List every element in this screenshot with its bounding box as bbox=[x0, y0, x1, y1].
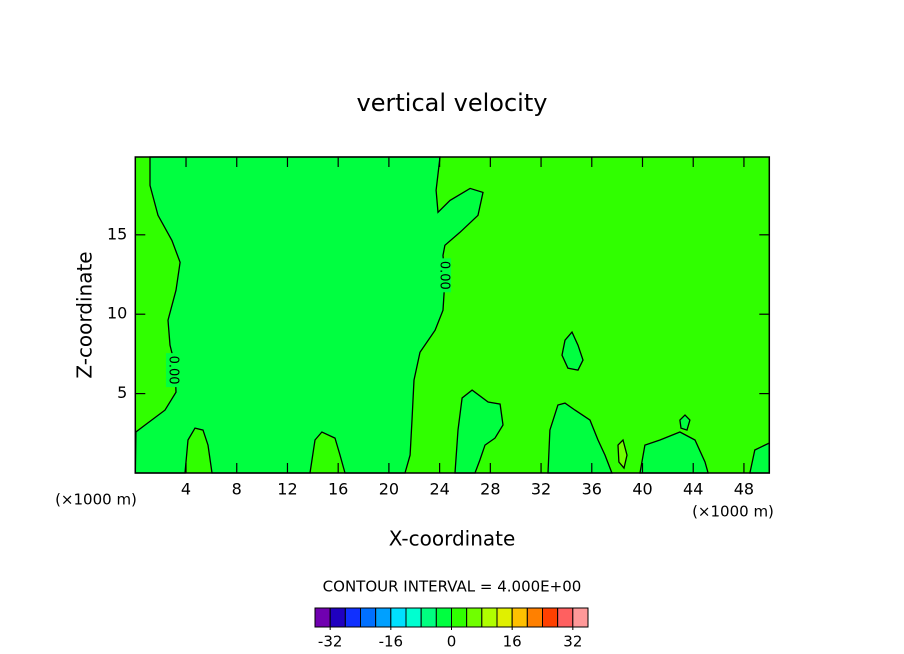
colorbar-box bbox=[390, 607, 407, 628]
plot-frame bbox=[134, 156, 771, 474]
x-tick-label: 36 bbox=[582, 480, 602, 499]
y-tick-label: 10 bbox=[107, 304, 127, 323]
x-units-label: (×1000 m) bbox=[55, 491, 137, 509]
x-tick-label: 48 bbox=[734, 480, 754, 499]
colorbar-box bbox=[496, 607, 513, 628]
contour-region bbox=[639, 431, 709, 474]
colorbar-box bbox=[466, 607, 483, 628]
x-tick-label: 40 bbox=[632, 480, 652, 499]
chart-title: vertical velocity bbox=[357, 89, 548, 117]
contour-label: 0.00 bbox=[165, 356, 180, 385]
contour-region bbox=[134, 156, 484, 474]
x-tick-label: 32 bbox=[531, 480, 551, 499]
colorbar-box bbox=[511, 607, 528, 628]
colorbar-box bbox=[481, 607, 498, 628]
colorbar-box bbox=[420, 607, 437, 628]
colorbar-tick-label: 32 bbox=[563, 633, 582, 651]
contour-region bbox=[679, 414, 691, 431]
colorbar-tick-label: 0 bbox=[447, 633, 457, 651]
x-tick-label: 44 bbox=[683, 480, 703, 499]
x-tick-label: 16 bbox=[328, 480, 348, 499]
x-tick-label: 24 bbox=[429, 480, 449, 499]
colorbar-tick-label: -32 bbox=[318, 633, 343, 651]
colorbar-tick-label: -16 bbox=[379, 633, 404, 651]
colorbar-box bbox=[360, 607, 377, 628]
x-tick-label: 12 bbox=[277, 480, 297, 499]
contour-label: 0.00 bbox=[437, 261, 452, 290]
contour-region bbox=[547, 402, 613, 474]
colorbar-box bbox=[375, 607, 392, 628]
contour-region bbox=[454, 389, 504, 474]
contour-region bbox=[617, 438, 628, 470]
colorbar-box bbox=[314, 607, 331, 628]
colorbar-box bbox=[572, 607, 589, 628]
colorbar-tick-label: 16 bbox=[503, 633, 522, 651]
contour-label-bg bbox=[437, 258, 452, 293]
x-tick-label: 20 bbox=[379, 480, 399, 499]
y-tick-label: 5 bbox=[117, 383, 127, 402]
y-tick-label: 15 bbox=[107, 224, 127, 243]
x-tick-label: 4 bbox=[181, 480, 191, 499]
colorbar-box bbox=[329, 607, 346, 628]
contour-label-bg bbox=[165, 353, 180, 388]
colorbar-box bbox=[526, 607, 543, 628]
colorbar-box bbox=[405, 607, 422, 628]
colorbar-box bbox=[557, 607, 574, 628]
x-axis-label: X-coordinate bbox=[389, 527, 516, 551]
colorbar-box bbox=[344, 607, 362, 628]
contour-region bbox=[561, 330, 584, 371]
x-tick-label: 28 bbox=[480, 480, 500, 499]
colorbar-box bbox=[542, 607, 559, 628]
colorbar-box bbox=[451, 607, 468, 628]
x-tick-label: 8 bbox=[232, 480, 242, 499]
colorbar-box bbox=[435, 607, 453, 628]
y-axis-label: Z-coordinate bbox=[73, 251, 97, 378]
x-units-label: (×1000 m) bbox=[692, 503, 774, 521]
contour-interval: CONTOUR INTERVAL = 4.000E+00 bbox=[323, 578, 582, 596]
